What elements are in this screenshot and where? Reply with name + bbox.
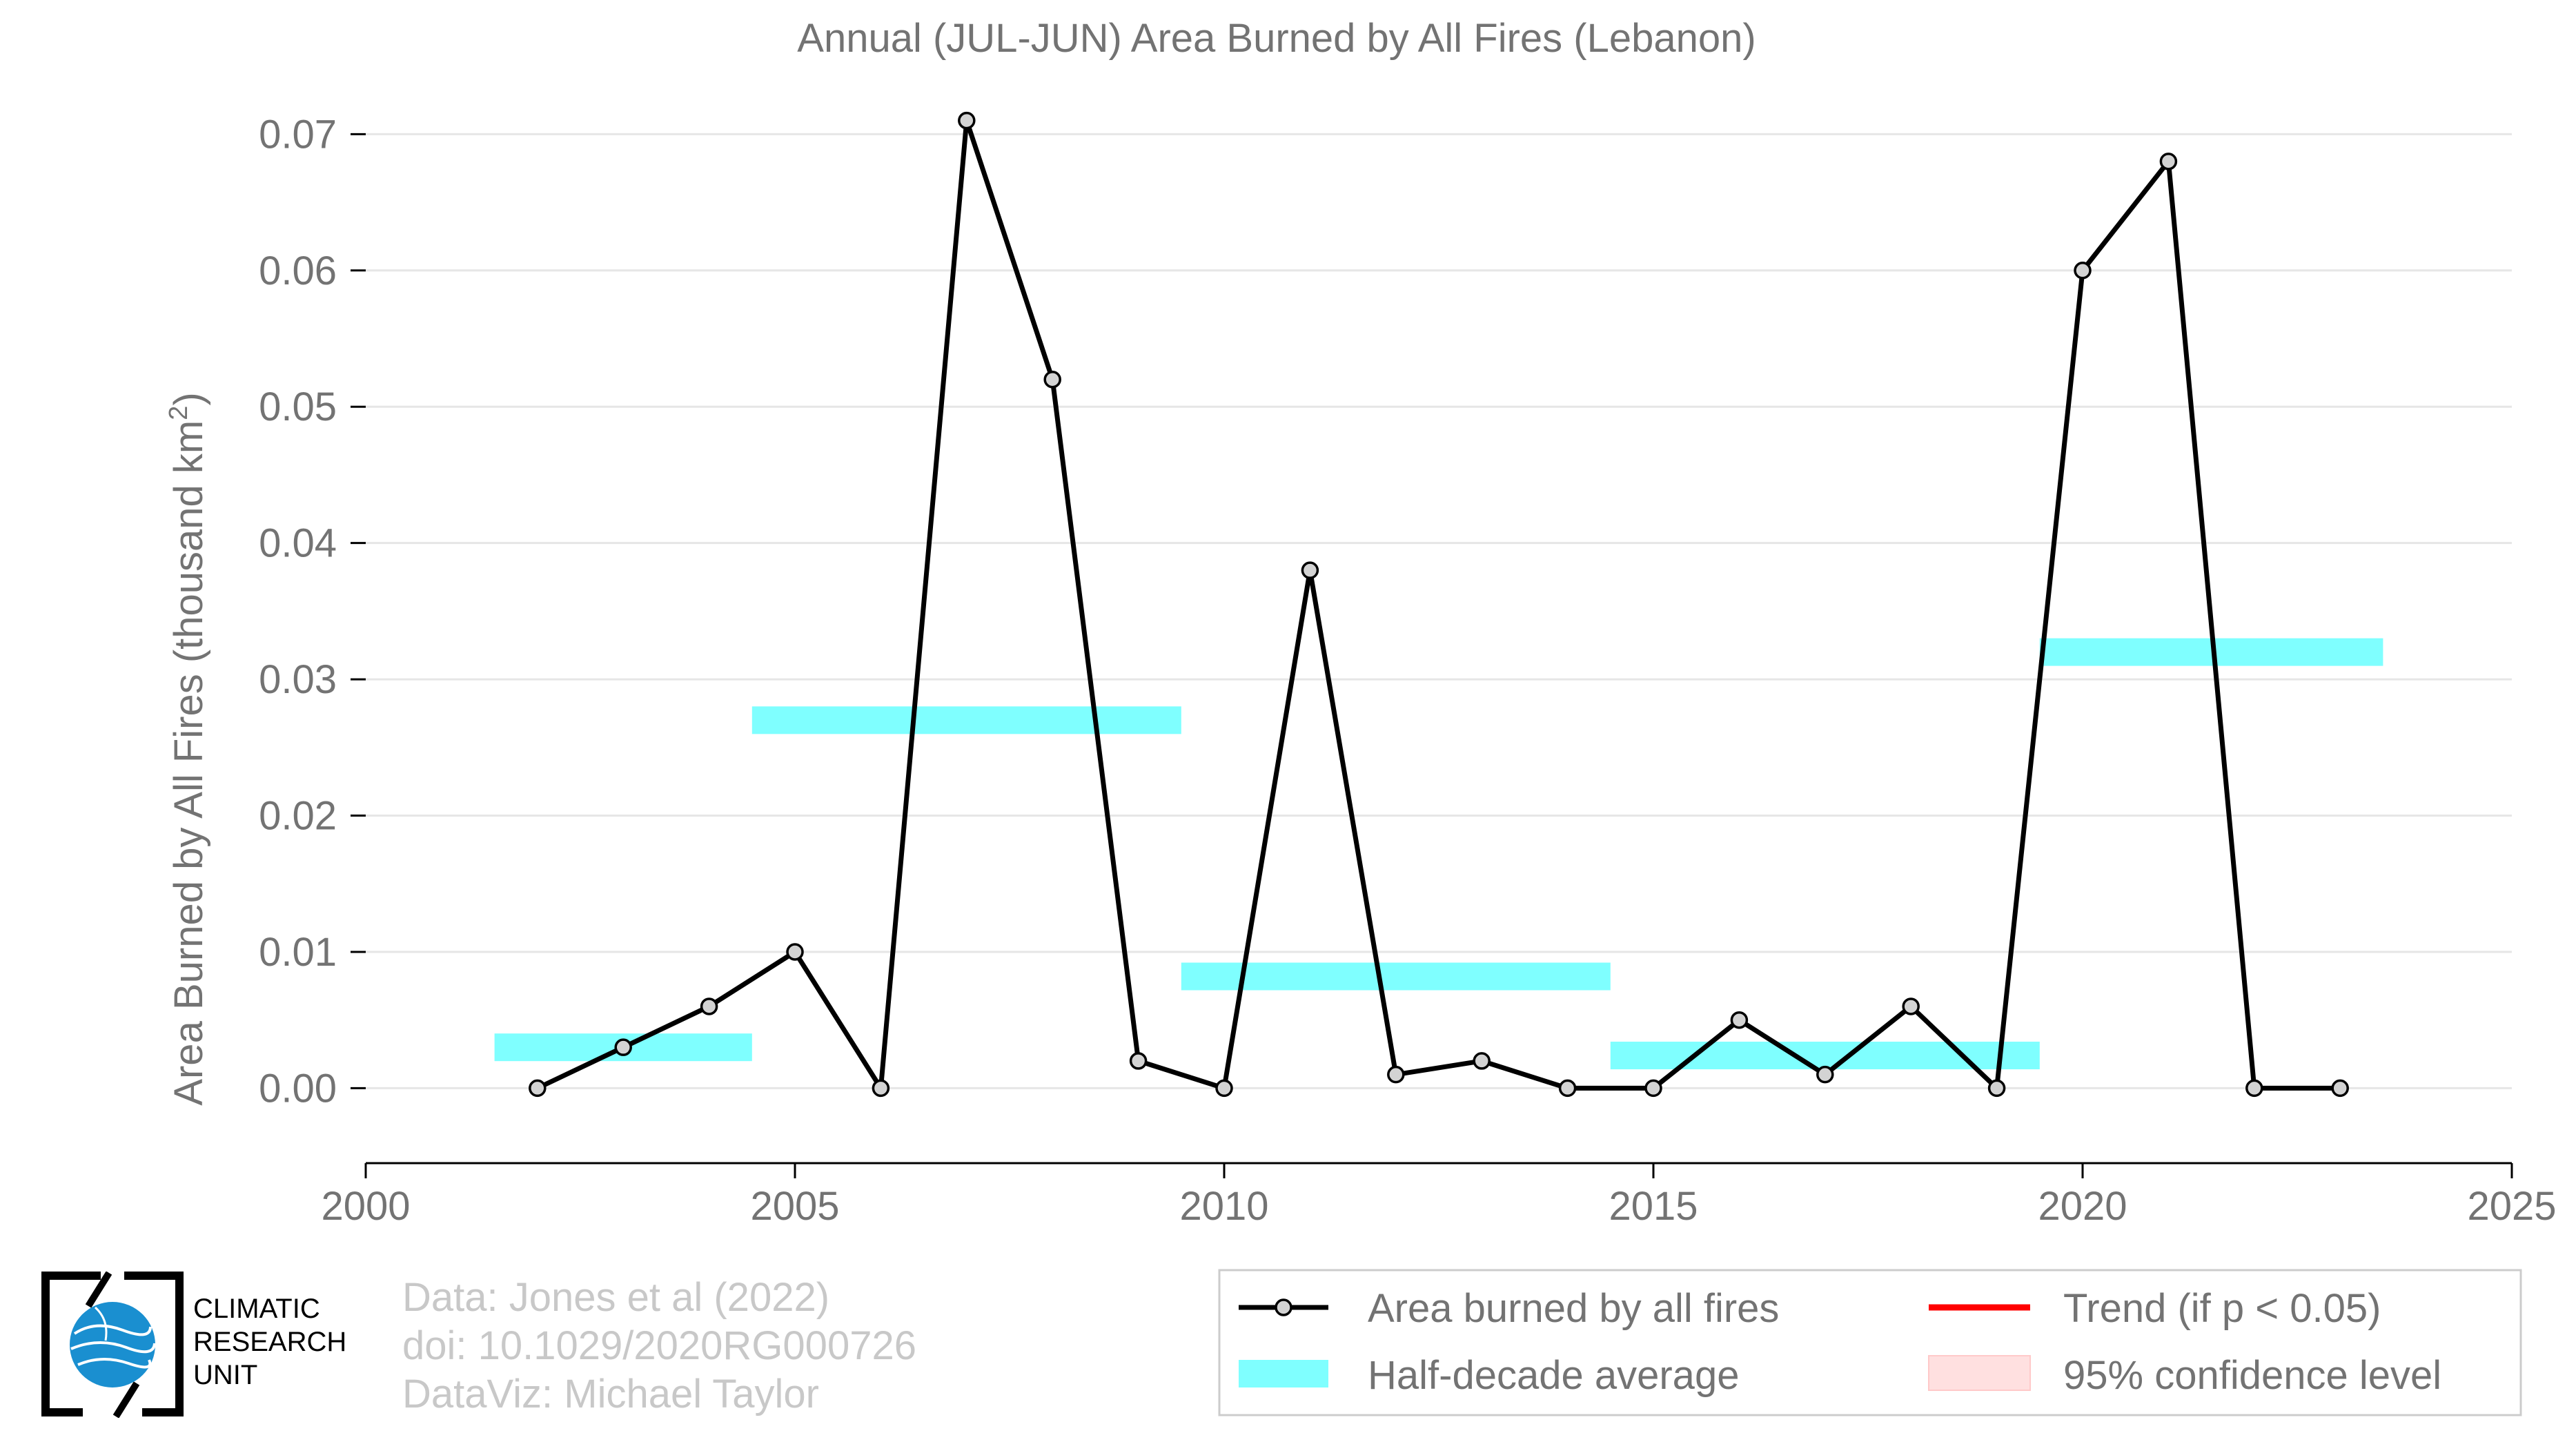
x-axis-ticks: 2000 2005 2010 2015 2020 2025 [321,1163,2557,1229]
data-point [2159,153,2178,171]
data-point [1730,1011,1749,1029]
data-point [958,111,976,130]
gridlines [366,133,2512,1089]
data-point [2331,1079,2349,1098]
y-tick-label: 0.05 [259,384,337,429]
credits: Data: Jones et al (2022) doi: 10.1029/20… [402,1274,916,1419]
half-decade-band [751,706,1181,734]
x-tick-label: 2015 [1609,1184,1698,1229]
org-line-1: CLIMATIC [193,1294,320,1324]
x-tick-label: 2020 [2038,1184,2127,1229]
data-point [1987,1079,2006,1098]
x-tick-label: 2025 [2467,1184,2556,1229]
y-axis-label: Area Burned by All Fires (thousand km2) [164,392,211,1105]
legend-label-confidence: 95% confidence level [2063,1353,2441,1398]
y-tick-label: 0.01 [259,930,337,975]
legend-frame [1218,1269,2522,1416]
y-tick-label: 0.07 [259,112,337,157]
x-tick-label: 2010 [1179,1184,1268,1229]
data-point [614,1038,632,1056]
organization-name: CLIMATIC RESEARCH UNIT [193,1292,346,1392]
series-line-area-burned [536,118,2341,1091]
legend-label-half-decade: Half-decade average [1368,1353,1739,1398]
data-point [1215,1079,1233,1098]
data-point [1043,370,1061,389]
y-tick-label: 0.03 [259,657,337,702]
data-point [786,943,804,961]
y-axis-label-main: Area Burned by All Fires (thousand km [166,420,211,1106]
y-tick-label: 0.06 [259,249,337,293]
legend-label-trend: Trend (if p < 0.05) [2063,1286,2381,1331]
x-tick-label: 2005 [750,1184,839,1229]
y-tick-label: 0.02 [259,794,337,839]
half-decade-band [1181,962,1611,991]
data-point [1473,1052,1491,1070]
credit-dataviz: DataViz: Michael Taylor [402,1372,819,1416]
chart-title: Annual (JUL-JUN) Area Burned by All Fire… [797,16,1756,61]
data-point [2245,1079,2263,1098]
x-tick-label: 2000 [321,1184,410,1229]
org-line-2: RESEARCH [193,1327,347,1357]
legend-band-icon [1239,1360,1328,1387]
org-line-3: UNIT [193,1360,258,1390]
half-decade-bands [494,638,2383,1070]
y-tick-label: 0.04 [259,521,337,566]
credit-data-source: Data: Jones et al (2022) [402,1275,830,1320]
data-point [1387,1065,1405,1084]
data-point [1644,1079,1662,1098]
data-point [529,1079,547,1098]
data-point [1301,561,1319,579]
y-axis-label-end: ) [166,392,211,405]
credit-doi: doi: 10.1029/2020RG000726 [402,1323,916,1368]
legend-label-area-burned: Area burned by all fires [1368,1286,1779,1331]
data-point [1902,997,1920,1015]
legend-ci-icon [1928,1355,2031,1391]
y-tick-label: 0.00 [259,1066,337,1111]
cru-logo [41,1272,184,1418]
y-axis-ticks: 0.00 0.01 0.02 0.03 0.04 0.05 0.06 0.07 [259,112,366,1111]
legend-marker-icon [1275,1298,1292,1316]
data-point [1558,1079,1577,1098]
legend: Area burned by all fires Trend (if p < 0… [1218,1269,2522,1416]
data-point [1129,1052,1148,1070]
data-point [2074,262,2092,280]
y-axis-label-sup: 2 [164,406,193,420]
data-point [872,1079,890,1098]
data-point [1816,1065,1834,1084]
series-points [529,111,2349,1098]
data-point [700,997,718,1015]
